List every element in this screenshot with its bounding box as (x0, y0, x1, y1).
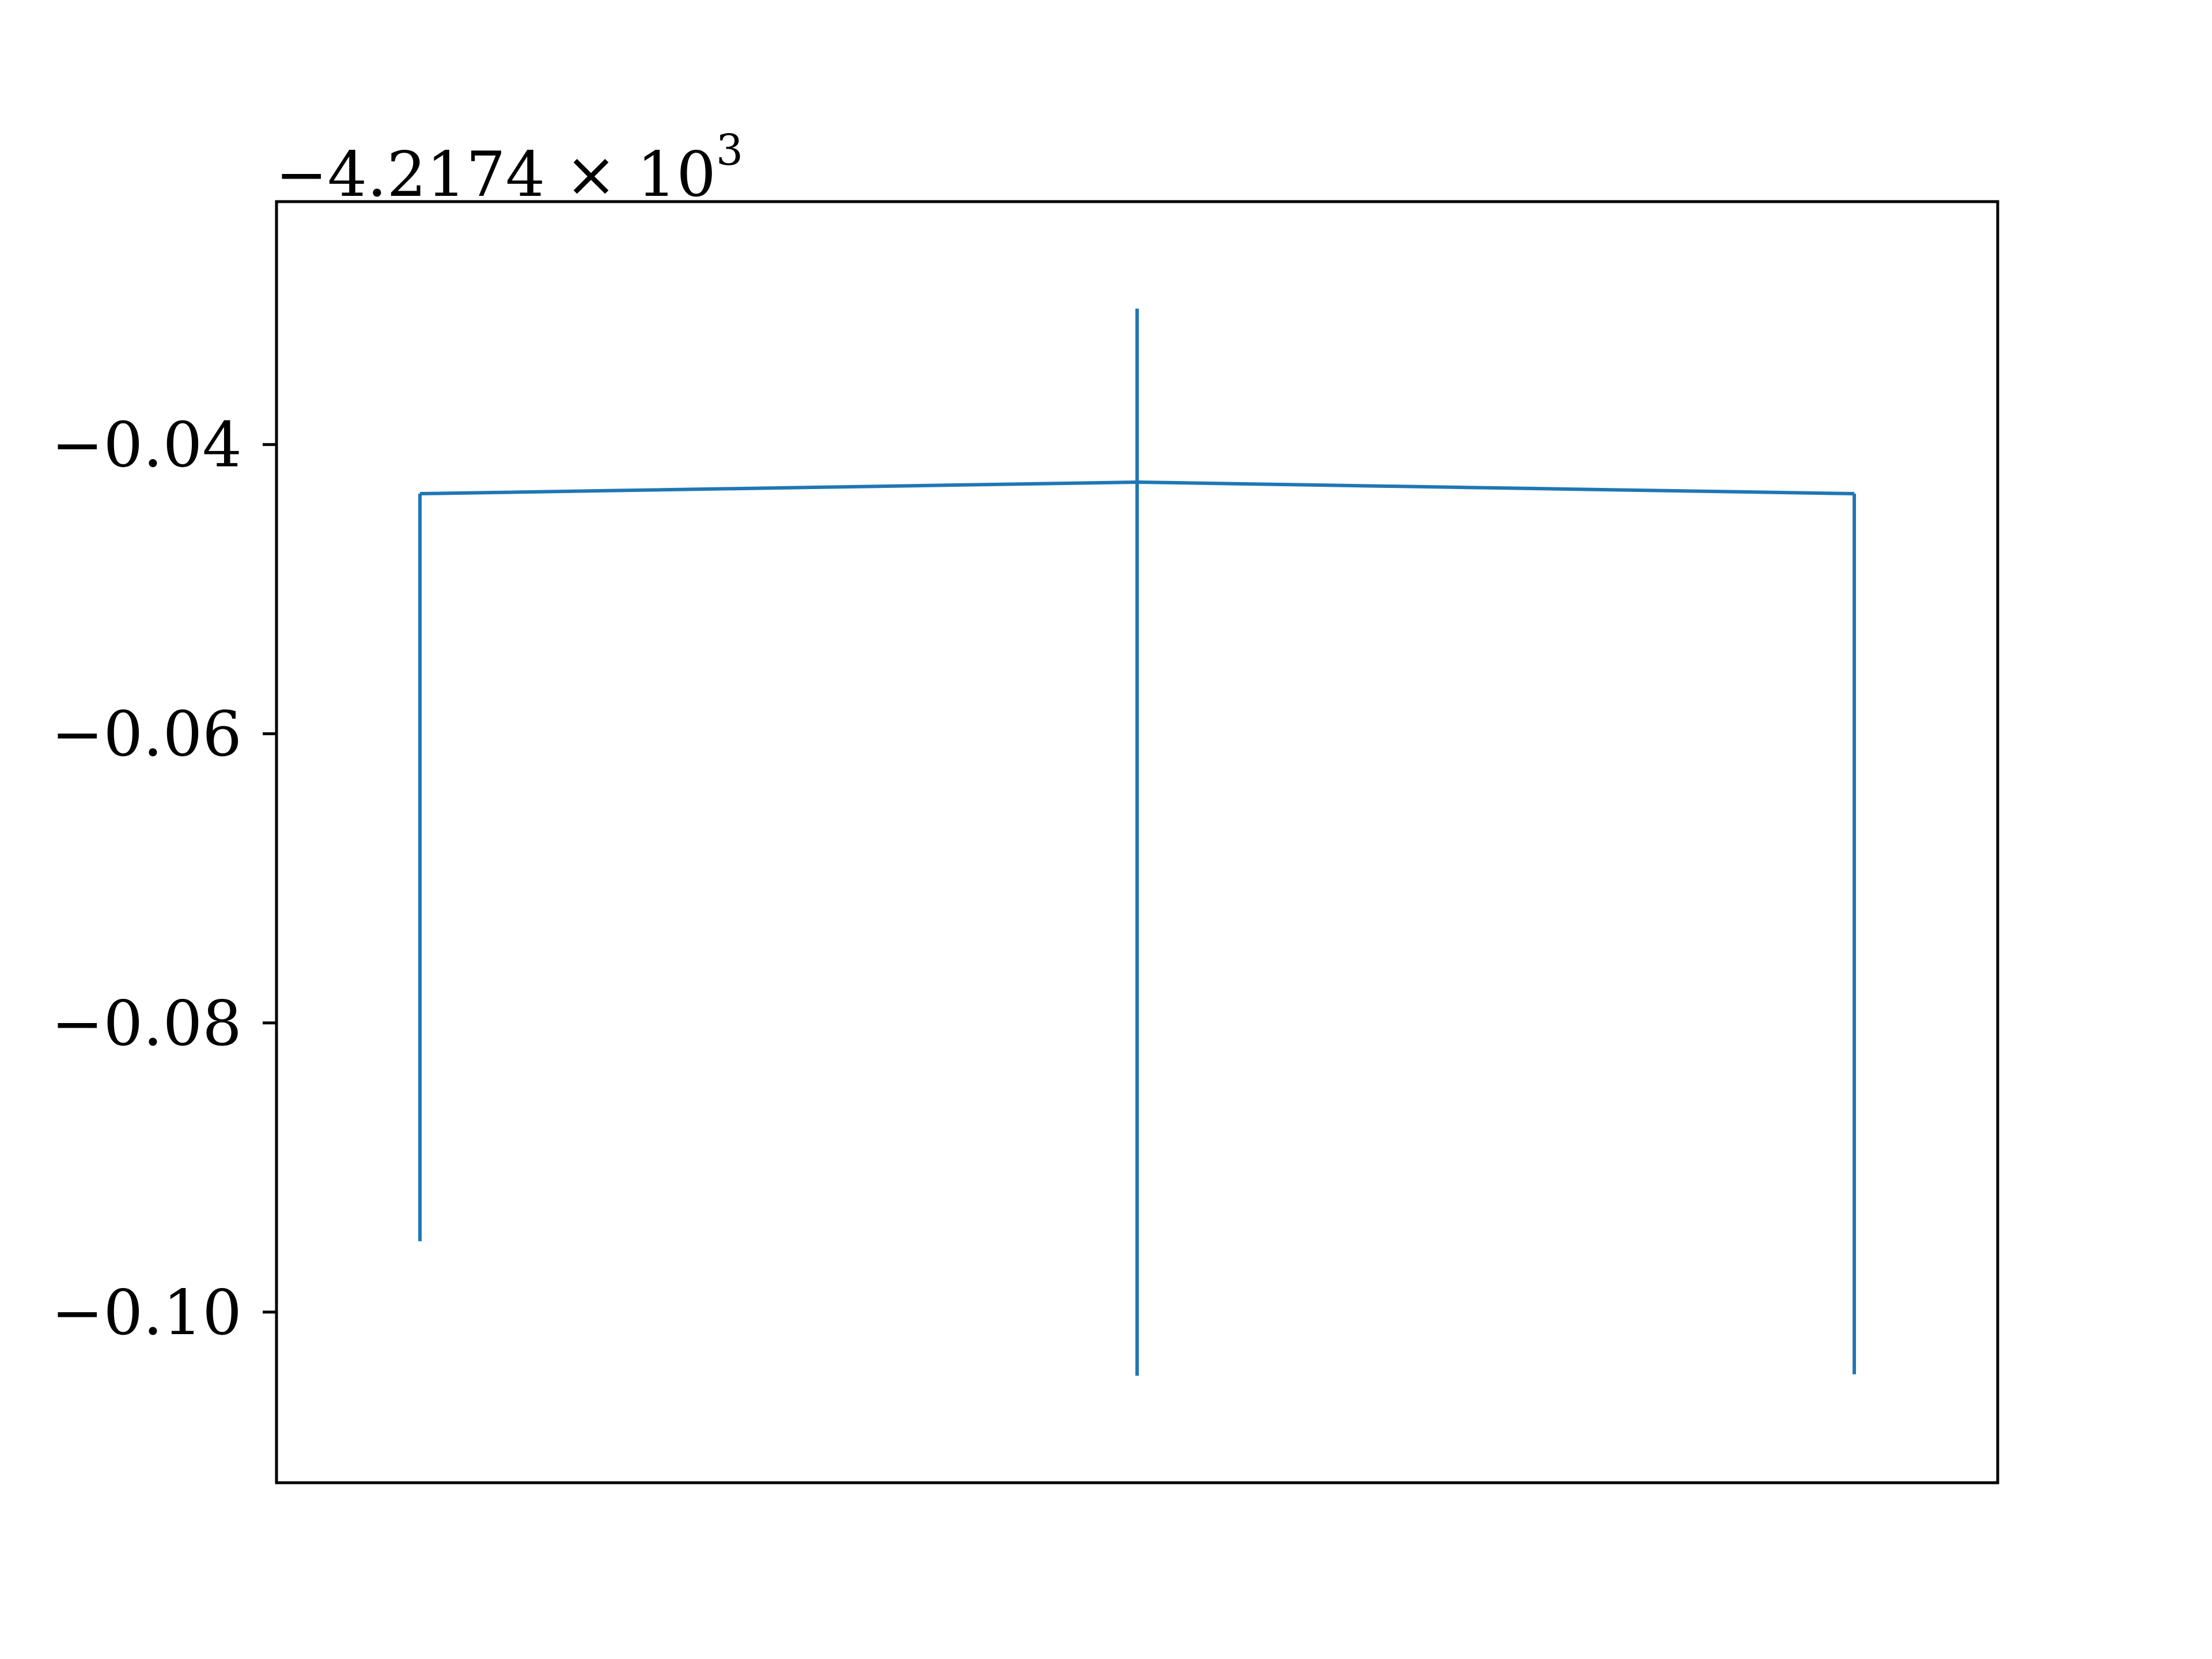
y-tick-label: −0.10 (51, 1277, 242, 1349)
offset-base: −4.2174 × 10 (275, 139, 716, 211)
axis-offset-text: −4.2174 × 103 (275, 126, 743, 211)
axes-frame (275, 200, 1999, 1484)
offset-text-base: −4.2174 × 103 (275, 126, 743, 211)
plot-series (418, 308, 1856, 1376)
y-axis: −0.04 −0.06 −0.08 −0.10 (51, 410, 276, 1349)
y-tick-label: −0.04 (51, 410, 242, 482)
offset-exponent: 3 (716, 126, 743, 175)
y-tick-label: −0.06 (51, 699, 242, 771)
y-tick-label: −0.08 (51, 988, 242, 1060)
